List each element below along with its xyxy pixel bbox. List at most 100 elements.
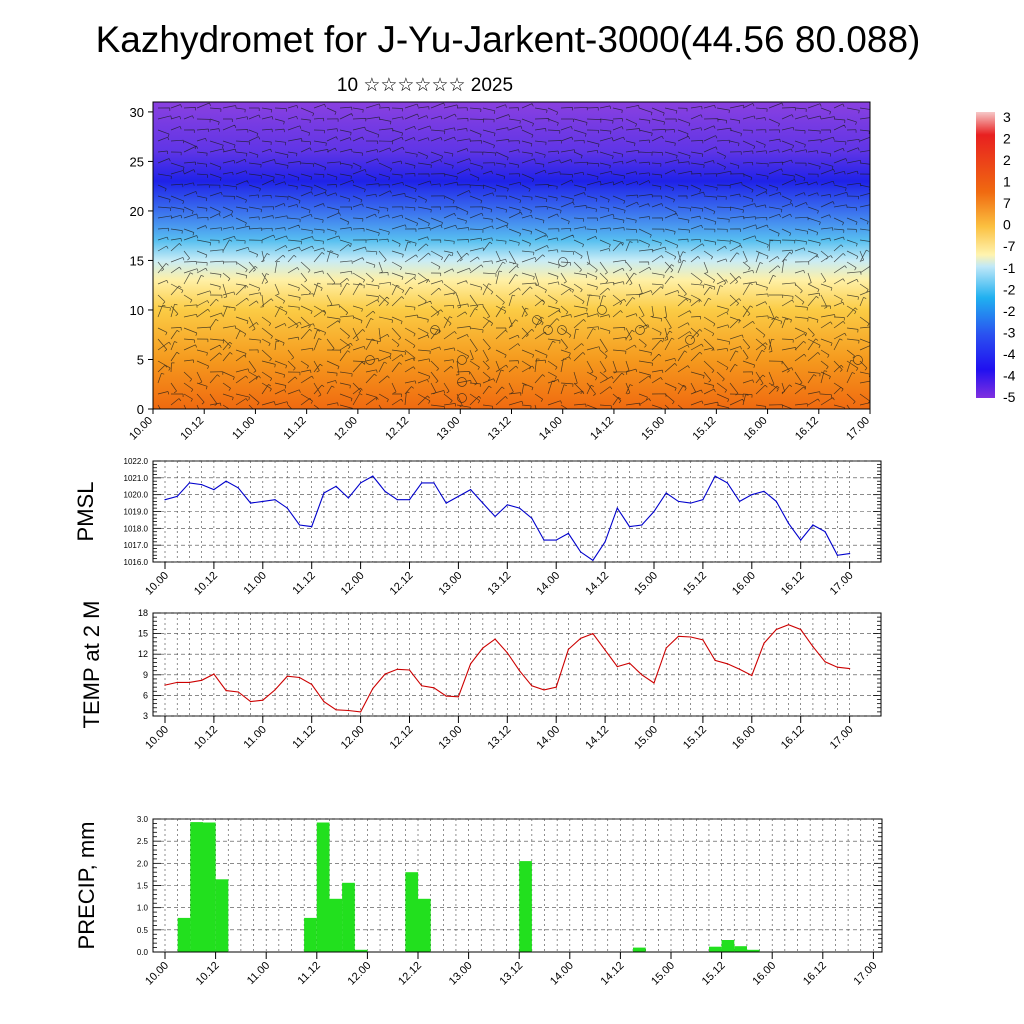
xtick-label: 10.12 bbox=[194, 960, 222, 988]
precip-bar bbox=[342, 882, 355, 952]
colorbar-label: -5 bbox=[1003, 389, 1016, 405]
xtick-label: 12.00 bbox=[346, 960, 374, 988]
xtick-label: 16.00 bbox=[730, 724, 758, 752]
ytick-label: 0.5 bbox=[137, 926, 149, 935]
ytick-label: 1.0 bbox=[137, 904, 149, 913]
data-point bbox=[567, 648, 570, 651]
heatmap-panel: 0 5 10 15 20 25 30 10.00 10.12 11.00 11.12 12.00 12.… bbox=[127, 101, 872, 443]
data-point bbox=[506, 652, 508, 654]
data-point bbox=[176, 681, 178, 684]
data-point bbox=[482, 647, 484, 649]
data-point bbox=[739, 668, 741, 670]
data-point bbox=[470, 663, 472, 665]
xtick-label: 10.00 bbox=[143, 960, 171, 988]
xtick-label: 14.00 bbox=[534, 724, 562, 752]
data-point bbox=[176, 495, 178, 497]
data-point bbox=[800, 628, 802, 631]
heatmap-xtick-label: 13.12 bbox=[486, 415, 514, 443]
pmsl-panel: 1016.0 1017.0 1018.0 1019.0 1020.0 1021.0 1022… bbox=[73, 457, 882, 598]
data-point bbox=[384, 490, 386, 492]
heatmap-xtick-label: 10.00 bbox=[127, 415, 155, 443]
data-point bbox=[677, 500, 680, 502]
calm-circle bbox=[635, 325, 645, 335]
data-point bbox=[421, 482, 423, 484]
xtick-label: 10.00 bbox=[143, 570, 171, 598]
wind-barbs bbox=[157, 102, 870, 409]
calm-circle bbox=[543, 325, 553, 335]
calm-circle bbox=[430, 325, 440, 335]
heatmap-xtick-label: 12.00 bbox=[332, 415, 360, 443]
data-point bbox=[849, 668, 851, 670]
data-point bbox=[506, 504, 508, 506]
heatmap-xtick-label: 17.00 bbox=[844, 415, 872, 443]
xtick-label: 15.12 bbox=[681, 724, 709, 752]
xtick-label: 16.12 bbox=[779, 570, 807, 598]
data-point bbox=[812, 646, 814, 648]
data-point bbox=[262, 699, 264, 701]
colorbar: 3 2 2 1 7 0 -7 -1 -2 -2 -3 -4 -4 -5 bbox=[976, 109, 1016, 405]
colorbar-label: -4 bbox=[1003, 367, 1016, 383]
ytick-label: 12 bbox=[138, 649, 148, 659]
xtick-label: 15.12 bbox=[681, 570, 709, 598]
data-point bbox=[360, 482, 362, 484]
precip-bar bbox=[721, 940, 735, 952]
heatmap-ytick-label: 25 bbox=[130, 154, 144, 169]
data-point bbox=[494, 515, 496, 518]
data-point bbox=[421, 685, 423, 687]
xtick-label: 13.00 bbox=[447, 960, 475, 988]
data-point bbox=[751, 674, 753, 677]
ytick-label: 1017.0 bbox=[124, 541, 149, 550]
heatmap-ytick-label: 30 bbox=[130, 105, 144, 120]
data-point bbox=[592, 633, 594, 635]
data-point bbox=[188, 681, 190, 684]
calm-circle bbox=[597, 305, 607, 315]
data-point bbox=[714, 659, 716, 662]
xtick-label: 12.00 bbox=[339, 570, 367, 598]
colorbar-strip bbox=[976, 112, 995, 398]
data-point bbox=[824, 661, 826, 663]
data-point bbox=[237, 691, 239, 693]
data-point bbox=[286, 675, 288, 677]
xtick-label: 17.00 bbox=[828, 570, 856, 598]
xtick-label: 14.00 bbox=[534, 570, 562, 598]
data-point bbox=[323, 492, 325, 494]
precip-bar bbox=[709, 946, 722, 952]
calm-circle bbox=[557, 325, 567, 335]
xtick-label: 11.12 bbox=[290, 570, 317, 597]
data-point bbox=[653, 682, 655, 684]
data-point bbox=[433, 482, 435, 484]
calm-circle bbox=[853, 355, 863, 365]
data-point bbox=[677, 635, 680, 637]
data-point bbox=[775, 628, 777, 631]
precip-bar bbox=[202, 822, 216, 952]
xtick-label: 12.12 bbox=[388, 570, 416, 598]
data-point bbox=[567, 532, 570, 535]
data-point bbox=[812, 524, 814, 526]
ytick-label: 18 bbox=[138, 608, 148, 618]
data-point bbox=[372, 687, 374, 690]
data-point bbox=[751, 494, 753, 496]
data-point bbox=[201, 679, 203, 681]
data-point bbox=[457, 495, 459, 497]
data-point bbox=[323, 701, 325, 703]
data-point bbox=[250, 502, 252, 504]
data-point bbox=[836, 666, 839, 668]
precip-panel: 0.0 0.5 1.0 1.5 2.0 2.5 3.0 PRECIP, mm 10.00 10.1… bbox=[74, 815, 883, 988]
data-point bbox=[580, 551, 582, 553]
precip-bar bbox=[304, 917, 317, 952]
data-point bbox=[739, 500, 741, 502]
data-point bbox=[298, 524, 301, 526]
colorbar-label: -1 bbox=[1003, 260, 1016, 276]
data-point bbox=[225, 480, 227, 482]
data-point bbox=[580, 637, 582, 640]
data-point bbox=[347, 709, 349, 712]
precip-bar bbox=[734, 946, 747, 952]
heatmap-xtick-label: 15.12 bbox=[691, 415, 719, 443]
data-point bbox=[653, 510, 655, 513]
ytick-label: 1018.0 bbox=[124, 524, 149, 533]
data-point bbox=[518, 670, 521, 672]
xtick-label: 12.00 bbox=[339, 724, 367, 752]
data-point bbox=[702, 639, 704, 641]
data-point bbox=[555, 539, 557, 541]
